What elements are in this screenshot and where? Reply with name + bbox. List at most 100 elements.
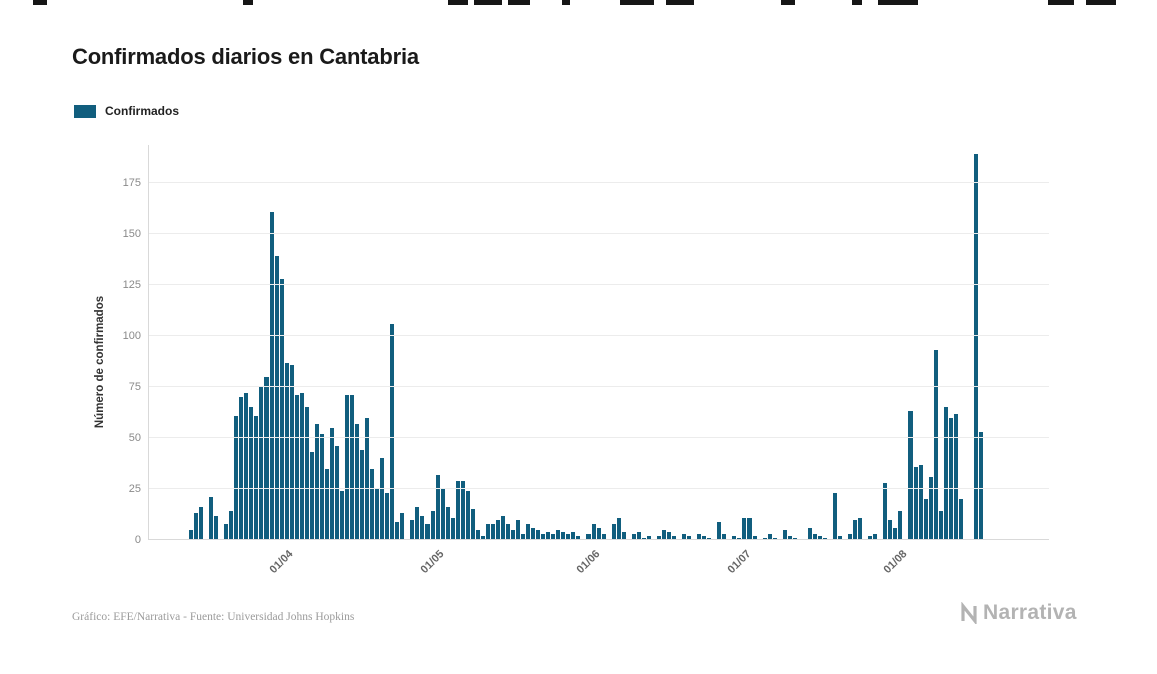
bar-21/03: [229, 511, 234, 540]
bar-26/03: [254, 415, 259, 540]
bar-01/06: [591, 523, 596, 540]
y-tick-label: 75: [128, 381, 141, 393]
bar-21/04: [385, 493, 390, 540]
bar-19/04: [375, 489, 380, 540]
bar-18/03: [214, 515, 219, 540]
bar-24/07: [858, 517, 863, 540]
bar-28/03: [264, 376, 269, 540]
y-tick-label: 25: [128, 483, 141, 495]
bar-10/06: [636, 531, 641, 540]
bar-03/08: [908, 411, 913, 540]
bar-02/05: [440, 489, 445, 540]
bar-04/04: [299, 393, 304, 540]
bar-16/08: [973, 154, 978, 540]
bar-23/04: [395, 521, 400, 540]
bar-08/04: [319, 433, 324, 540]
bar-14/06: [656, 535, 661, 540]
screen-artifact: [33, 0, 47, 5]
bar-05/04: [304, 407, 309, 540]
screen-artifact: [852, 0, 862, 5]
bar-24/03: [244, 393, 249, 540]
bar-18/05: [521, 533, 526, 540]
bar-15/05: [505, 523, 510, 540]
bar-07/07: [772, 537, 777, 540]
y-tick-label: 50: [128, 432, 141, 444]
bar-17/03: [209, 497, 214, 540]
bar-16/05: [511, 529, 516, 540]
bar-01/07: [742, 517, 747, 540]
bar-13/08: [958, 499, 963, 540]
bar-30/07: [888, 519, 893, 540]
bar-17/08: [978, 431, 983, 540]
bar-13/05: [495, 519, 500, 540]
y-tick-label: 100: [122, 330, 141, 342]
bar-24/04: [400, 513, 405, 540]
bar-29/05: [576, 535, 581, 540]
bar-29/06: [732, 535, 737, 540]
bar-09/04: [324, 468, 329, 540]
bar-06/06: [616, 517, 621, 540]
bar-07/08: [928, 476, 933, 540]
screen-artifact: [474, 0, 502, 5]
gridline: [149, 233, 1049, 234]
bar-29/07: [883, 482, 888, 540]
bar-06/08: [923, 499, 928, 540]
chart-title: Confirmados diarios en Cantabria: [72, 44, 419, 69]
gridline: [149, 437, 1049, 438]
gridline: [149, 182, 1049, 183]
screen-artifact: [562, 0, 570, 5]
bar-14/03: [194, 513, 199, 540]
bar-14/05: [500, 515, 505, 540]
bar-25/05: [556, 529, 561, 540]
bar-15/03: [199, 507, 204, 540]
bar-30/06: [737, 537, 742, 540]
bar-26/07: [868, 535, 873, 540]
legend: Confirmados: [74, 104, 179, 118]
bar-11/08: [948, 417, 953, 540]
bar-17/06: [672, 535, 677, 540]
bar-02/06: [596, 527, 601, 540]
bar-10/05: [480, 535, 485, 540]
bar-21/05: [536, 529, 541, 540]
bar-12/08: [953, 413, 958, 540]
bar-15/07: [812, 533, 817, 540]
screen-artifact: [243, 0, 253, 5]
screen-artifact: [448, 0, 468, 5]
bar-18/04: [370, 468, 375, 540]
bar-13/04: [344, 395, 349, 540]
bar-24/06: [707, 537, 712, 540]
bar-20/03: [224, 523, 229, 540]
bar-16/07: [817, 535, 822, 540]
bar-15/04: [355, 423, 360, 540]
bar-19/07: [833, 493, 838, 540]
bar-22/05: [541, 533, 546, 540]
bar-09/08: [938, 511, 943, 540]
bar-06/05: [460, 480, 465, 540]
bar-19/06: [682, 533, 687, 540]
bar-10/08: [943, 407, 948, 540]
plot-area: 0 25 50 75 100 125 150 175 01/04 01/05 01/06 01/07 0…: [123, 145, 1049, 576]
bar-20/04: [380, 458, 385, 540]
bar-23/05: [546, 531, 551, 540]
bar-22/06: [697, 533, 702, 540]
bar-20/06: [687, 535, 692, 540]
bar-31/03: [279, 278, 284, 540]
bar-12/05: [490, 523, 495, 540]
bar-14/04: [350, 395, 355, 540]
gridline: [149, 335, 1049, 336]
x-tick-label: 01/05: [418, 548, 447, 576]
bar-20/07: [838, 535, 843, 540]
bar-25/03: [249, 407, 254, 540]
y-tick-label: 150: [122, 228, 141, 240]
bar-27/06: [722, 533, 727, 540]
bar-26/06: [717, 521, 722, 540]
bar-23/03: [239, 397, 244, 540]
narrativa-logo: Narrativa: [958, 601, 1077, 625]
y-tick-label: 125: [122, 279, 141, 291]
narrativa-n-icon: [958, 602, 980, 624]
bar-01/08: [898, 511, 903, 540]
gridline: [149, 386, 1049, 387]
bar-16/06: [666, 531, 671, 540]
bar-05/06: [611, 523, 616, 540]
gridline: [149, 488, 1049, 489]
